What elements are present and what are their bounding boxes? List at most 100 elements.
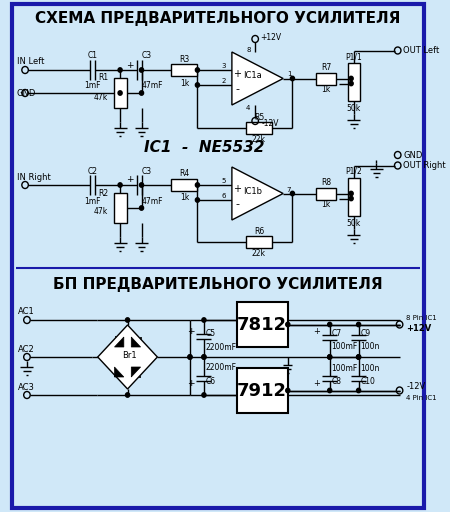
Text: 1k: 1k	[321, 85, 331, 94]
Circle shape	[356, 388, 360, 393]
Text: 100n: 100n	[360, 342, 380, 351]
Circle shape	[195, 83, 199, 87]
Circle shape	[202, 355, 206, 359]
Circle shape	[356, 322, 360, 327]
Text: 1mF: 1mF	[84, 197, 100, 205]
Text: 6: 6	[222, 193, 226, 199]
Text: C5: C5	[206, 329, 216, 337]
Circle shape	[118, 91, 122, 95]
Bar	[348, 178, 360, 216]
Bar	[171, 64, 198, 76]
Text: СХЕМА ПРЕДВАРИТЕЛЬНОГО УСИЛИТЕЛЯ: СХЕМА ПРЕДВАРИТЕЛЬНОГО УСИЛИТЕЛЯ	[35, 11, 401, 26]
Text: 22k: 22k	[252, 135, 266, 143]
Text: C7: C7	[332, 329, 342, 338]
Bar	[348, 62, 360, 100]
Bar	[316, 73, 336, 84]
Text: R8: R8	[321, 178, 331, 187]
Text: GND: GND	[17, 89, 36, 97]
Text: 1k: 1k	[321, 200, 331, 209]
Circle shape	[202, 393, 206, 397]
Polygon shape	[232, 52, 283, 105]
Text: P1/1: P1/1	[346, 52, 362, 61]
Text: Br1: Br1	[122, 351, 137, 359]
Circle shape	[328, 388, 332, 393]
Polygon shape	[98, 325, 158, 389]
Circle shape	[356, 355, 360, 359]
Text: БП ПРЕДВАРИТЕЛЬНОГО УСИЛИТЕЛЯ: БП ПРЕДВАРИТЕЛЬНОГО УСИЛИТЕЛЯ	[53, 278, 383, 292]
Polygon shape	[131, 337, 140, 347]
Circle shape	[328, 355, 332, 359]
Circle shape	[195, 183, 199, 187]
Text: IN Right: IN Right	[17, 173, 50, 181]
Text: AC2: AC2	[18, 345, 34, 353]
Text: +: +	[187, 379, 195, 389]
Text: 1: 1	[287, 72, 291, 77]
Text: P1/2: P1/2	[346, 167, 362, 176]
Text: IC1a: IC1a	[243, 72, 262, 80]
Circle shape	[126, 393, 130, 397]
Text: OUT Right: OUT Right	[403, 161, 446, 170]
Circle shape	[195, 198, 199, 202]
Text: C8: C8	[332, 377, 342, 386]
Text: +: +	[234, 69, 242, 79]
Text: C9: C9	[360, 329, 371, 338]
Text: +: +	[314, 327, 320, 336]
Text: 5: 5	[222, 178, 226, 184]
Bar	[237, 302, 288, 347]
Text: 47mF: 47mF	[142, 81, 163, 91]
Text: 2200mF: 2200mF	[206, 344, 237, 352]
Circle shape	[349, 191, 353, 196]
Text: +: +	[126, 176, 134, 184]
Text: C3: C3	[142, 52, 152, 60]
Text: IN Left: IN Left	[17, 57, 44, 67]
Text: 47k: 47k	[94, 93, 108, 101]
Circle shape	[118, 183, 122, 187]
Circle shape	[290, 191, 294, 196]
Text: 8: 8	[246, 47, 251, 53]
Text: R5: R5	[254, 113, 264, 121]
Circle shape	[356, 355, 360, 359]
Text: 4 Pin IC1: 4 Pin IC1	[406, 395, 436, 400]
Circle shape	[195, 68, 199, 72]
Text: 22k: 22k	[252, 248, 266, 258]
Text: -12V: -12V	[262, 118, 279, 127]
Text: IC1  -  NE5532: IC1 - NE5532	[144, 140, 264, 156]
Circle shape	[290, 76, 294, 81]
Text: C3: C3	[142, 166, 152, 176]
Text: 7912: 7912	[237, 381, 287, 399]
Polygon shape	[114, 337, 124, 347]
Bar	[316, 187, 336, 200]
Text: 50k: 50k	[347, 104, 361, 113]
Text: -: -	[235, 199, 239, 209]
Circle shape	[328, 322, 332, 327]
Circle shape	[286, 388, 290, 393]
Text: R3: R3	[179, 54, 189, 63]
Circle shape	[202, 355, 206, 359]
Bar	[246, 236, 272, 248]
Text: R6: R6	[254, 226, 264, 236]
Text: 47mF: 47mF	[142, 197, 163, 205]
Circle shape	[140, 183, 144, 187]
Text: 8 Pin IC1: 8 Pin IC1	[406, 314, 437, 321]
Text: +: +	[314, 379, 320, 388]
Text: -: -	[235, 84, 239, 94]
Text: 2200mF: 2200mF	[206, 362, 237, 372]
Circle shape	[328, 355, 332, 359]
Circle shape	[188, 355, 192, 359]
Text: 7812: 7812	[237, 315, 287, 333]
Circle shape	[349, 196, 353, 201]
Text: +: +	[126, 60, 134, 70]
Bar	[171, 179, 198, 191]
Text: +12V: +12V	[260, 32, 281, 41]
Text: 1k: 1k	[180, 78, 189, 88]
Polygon shape	[114, 367, 124, 377]
Circle shape	[140, 68, 144, 72]
Text: OUT Left: OUT Left	[403, 46, 440, 55]
Text: 4: 4	[246, 105, 251, 111]
Text: R7: R7	[321, 63, 331, 72]
Bar	[113, 193, 126, 223]
Text: R4: R4	[179, 169, 189, 179]
Polygon shape	[131, 367, 140, 377]
Text: 47k: 47k	[94, 207, 108, 217]
Text: 100mF: 100mF	[332, 364, 358, 373]
